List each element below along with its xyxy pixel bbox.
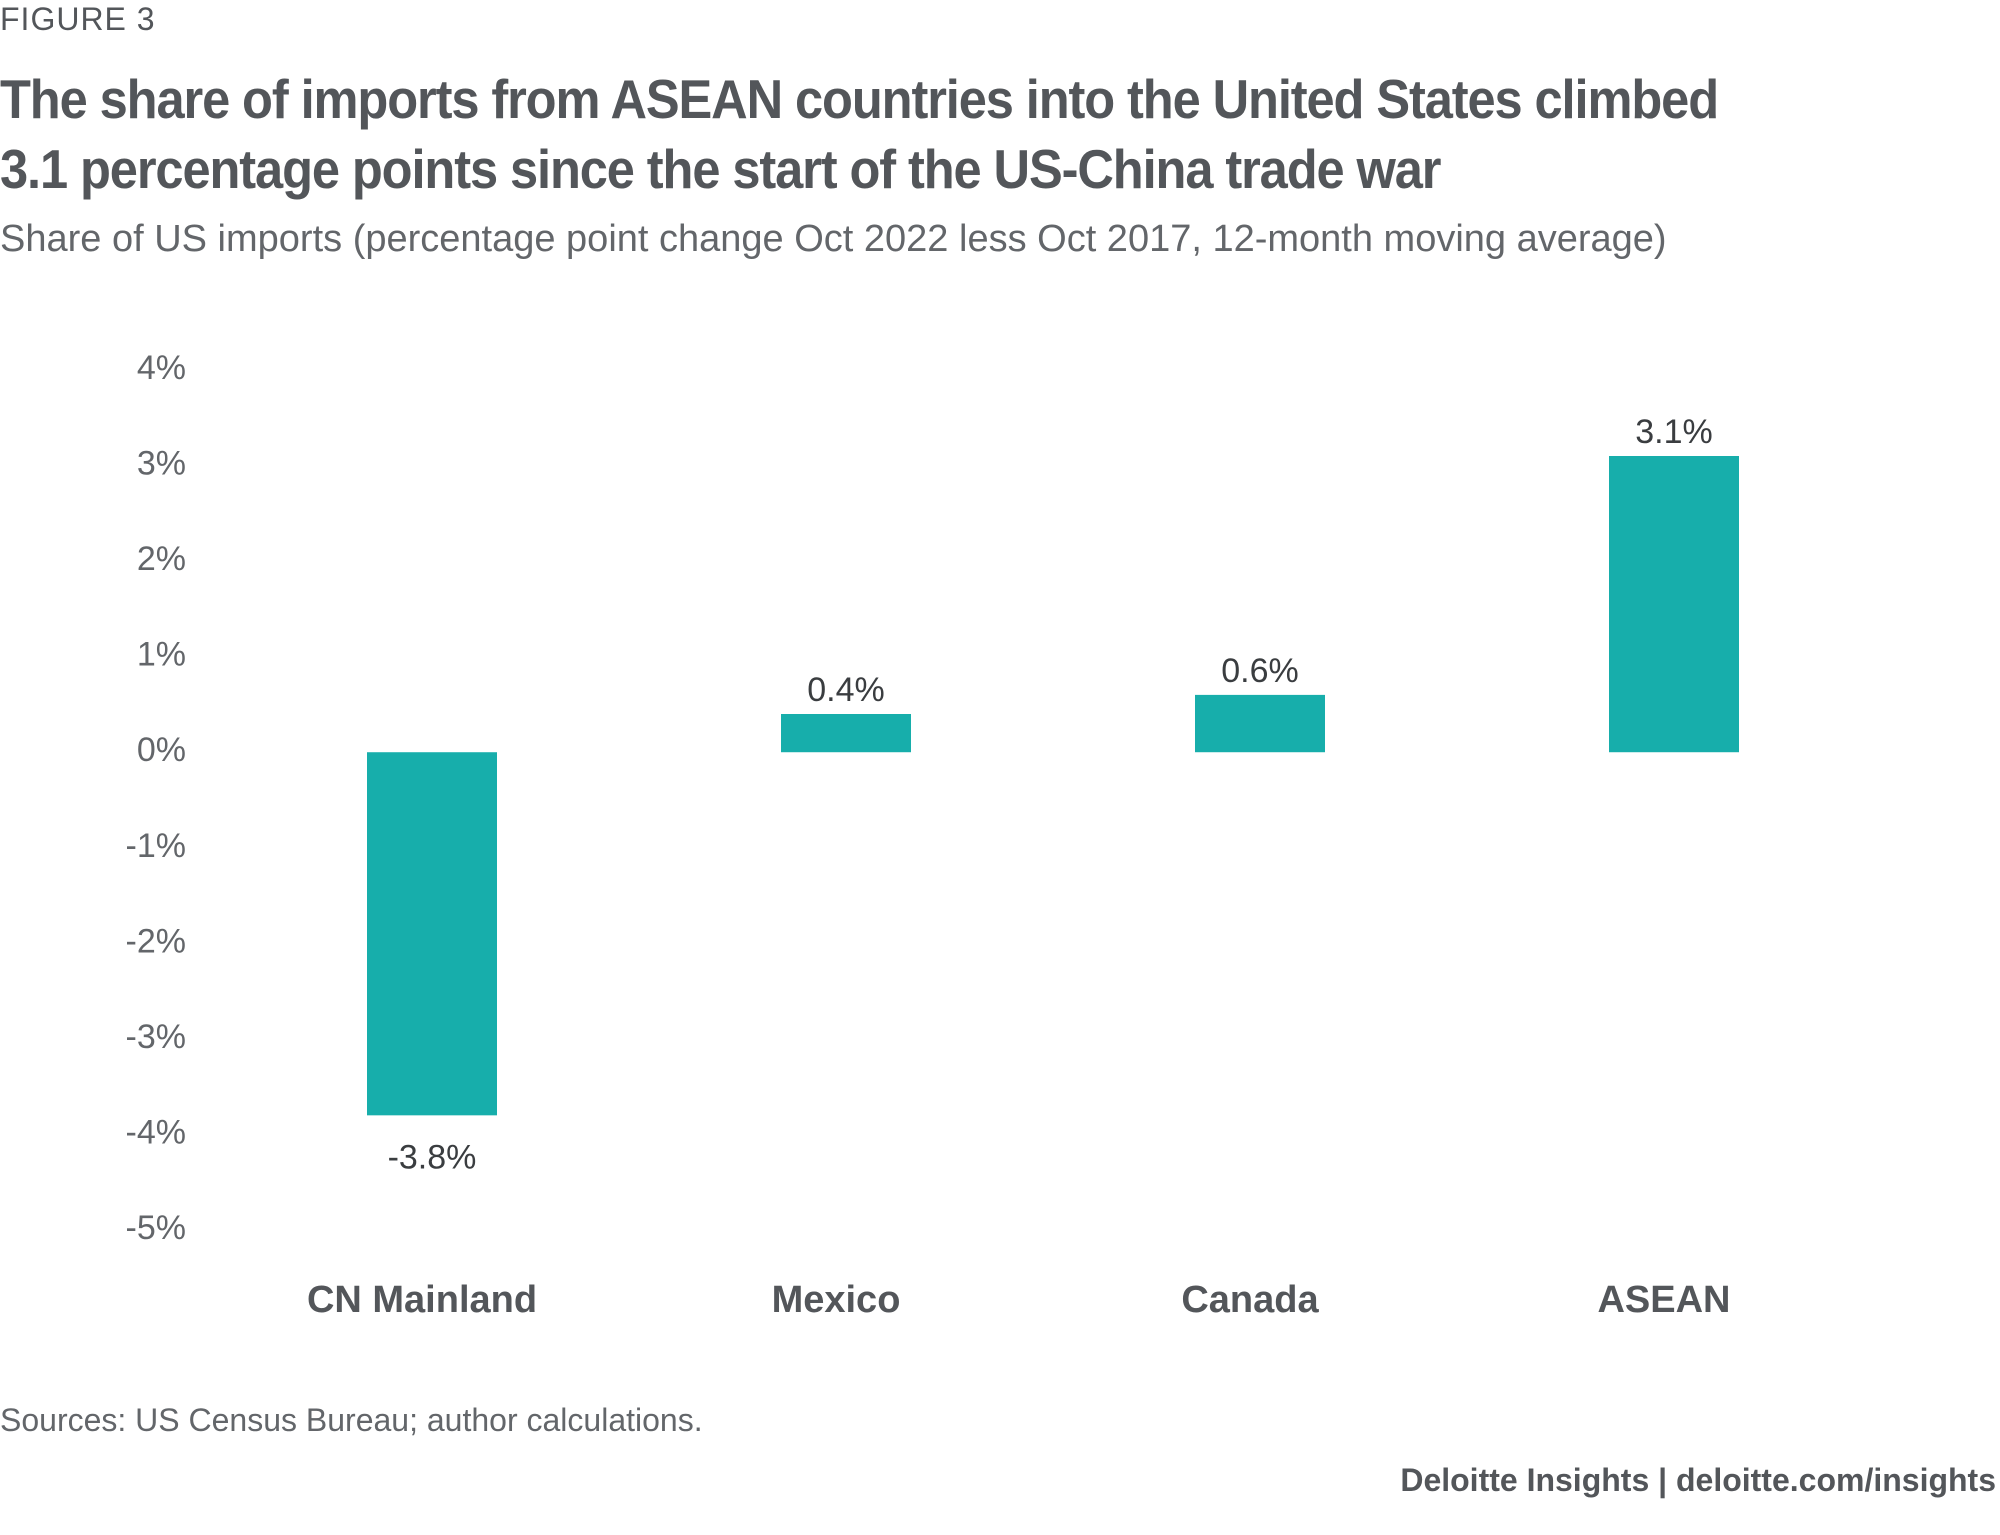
data-label-canada: 0.6% (1221, 652, 1299, 690)
y-tick-label: 1% (137, 636, 186, 674)
bar-chart: 4% 3% 2% 1% 0% -1% -2% -3% -4% -5% -3.8% 0.4% 0.6% 3… (126, 349, 1739, 1321)
y-tick-label: 0% (137, 731, 186, 769)
bar-cn-mainland (367, 752, 497, 1116)
category-label-asean: ASEAN (1597, 1279, 1730, 1321)
y-tick-label: 3% (137, 445, 186, 483)
y-tick-label: -5% (126, 1209, 186, 1247)
category-label-canada: Canada (1181, 1279, 1319, 1321)
footer-credit: Deloitte Insights | deloitte.com/insight… (1400, 1462, 1996, 1498)
y-tick-label: -4% (126, 1113, 186, 1151)
figure-label: FIGURE 3 (0, 1, 156, 37)
bar-canada (1195, 694, 1325, 753)
bars (367, 456, 1739, 1116)
y-tick-label: -3% (126, 1018, 186, 1056)
data-label-mexico: 0.4% (807, 671, 885, 709)
bar-mexico (781, 714, 911, 753)
category-labels: CN Mainland Mexico Canada ASEAN (307, 1279, 1731, 1321)
data-label-cn-mainland: -3.8% (388, 1138, 477, 1176)
y-tick-label: -1% (126, 827, 186, 865)
chart-subtitle: Share of US imports (percentage point ch… (0, 218, 1667, 260)
chart-title: The share of imports from ASEAN countrie… (0, 68, 1719, 200)
y-tick-label: 4% (137, 349, 186, 387)
data-label-asean: 3.1% (1635, 413, 1713, 451)
sources-note: Sources: US Census Bureau; author calcul… (0, 1402, 703, 1438)
category-label-mexico: Mexico (772, 1279, 901, 1321)
y-axis-ticks: 4% 3% 2% 1% 0% -1% -2% -3% -4% -5% (126, 349, 186, 1247)
y-tick-label: 2% (137, 540, 186, 578)
data-labels: -3.8% 0.4% 0.6% 3.1% (388, 413, 1713, 1176)
y-tick-label: -2% (126, 922, 186, 960)
category-label-cn-mainland: CN Mainland (307, 1279, 537, 1321)
bar-asean (1609, 456, 1739, 753)
